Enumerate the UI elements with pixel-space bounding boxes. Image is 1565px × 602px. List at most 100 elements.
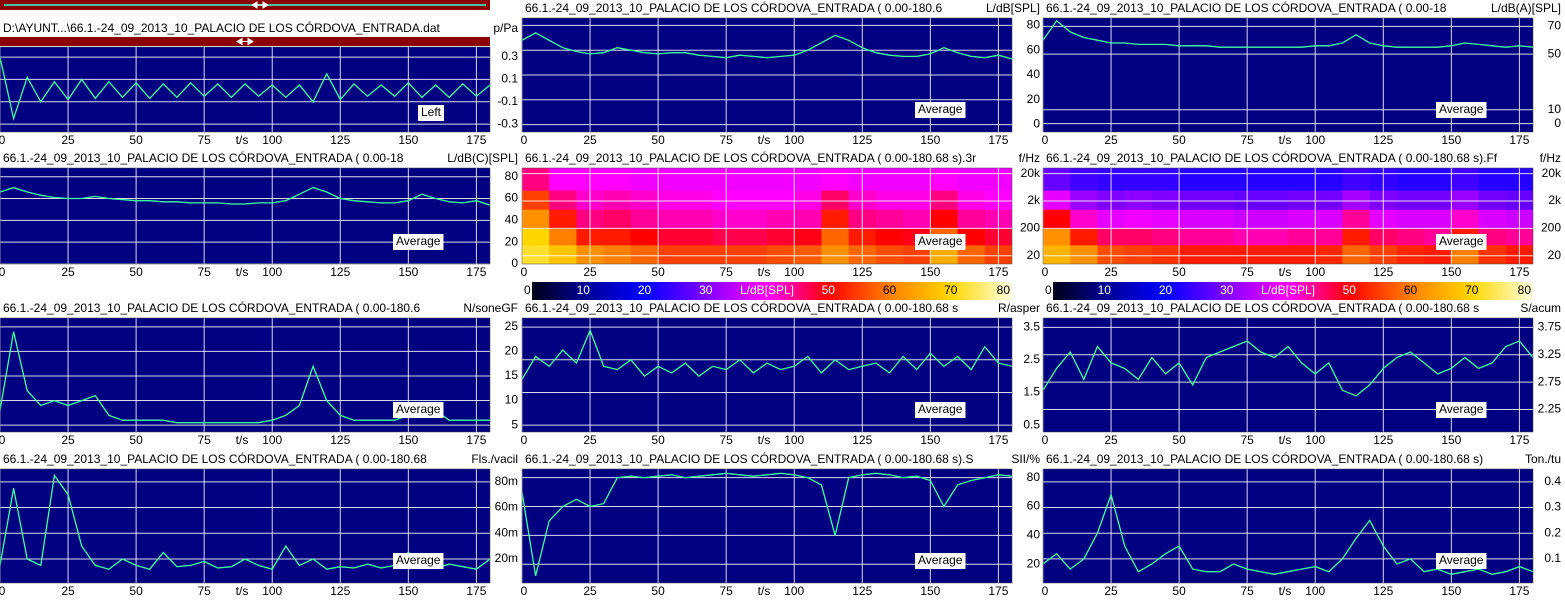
data-line [522,32,1012,60]
y-axis-label: SII/% [1011,452,1040,466]
colorbar-tick-label: 10 [577,283,591,297]
heatmap-cell [1206,168,1235,191]
x-tick-label: 25 [583,433,597,447]
heatmap-cell [1260,244,1289,264]
x-tick-label: 150 [920,265,940,279]
y-tick-label: 15 [505,368,519,382]
y-tick-label: 0.3 [1544,500,1561,514]
x-tick-label: 100 [262,265,282,279]
heatmap-cell [549,244,577,264]
heatmap-cell [739,228,768,246]
heatmap-cell [1396,244,1425,264]
heatmap-cell [1342,228,1371,246]
zoom-handle[interactable] [236,37,254,46]
heatmap-cell [1260,228,1289,246]
heatmap-cell [1478,209,1507,229]
heatmap-cell [658,190,686,210]
heatmap-cell [739,209,768,229]
heatmap-cell [658,209,686,229]
plot-frame [521,167,1013,265]
panel-title: 66.1.-24_09_2013_10_PALACIO DE LOS CÓRDO… [525,300,958,315]
heatmap-cell [630,244,659,264]
heatmap-cell [1179,244,1207,264]
panel-title: 66.1.-24_09_2013_10_PALACIO DE LOS CÓRDO… [525,451,973,466]
heatmap-cell [767,168,795,191]
heatmap-cell [1288,209,1316,229]
heatmap-cell [1342,190,1371,210]
legend-box [1436,102,1487,118]
colorbar-tick-label: 80 [997,283,1011,297]
x-tick-label: 175 [1509,133,1529,147]
heatmap-cell [658,168,686,191]
heatmap-cell [1478,190,1507,210]
x-tick-label: 100 [262,133,282,147]
heatmap-cell [1206,209,1235,229]
heatmap-cell [603,228,632,246]
x-tick-label: 25 [1104,133,1118,147]
heatmap-cell [875,228,904,246]
legend-box [1436,553,1487,569]
heatmap-cell [1124,244,1153,264]
panel-title: 66.1.-24_09_2013_10_PALACIO DE LOS CÓRDO… [3,451,427,466]
x-tick-label: 100 [784,584,804,598]
y-tick-label: 20 [1027,92,1041,106]
x-tick-label: 0 [521,265,528,279]
heatmap-cell [957,168,986,191]
x-tick-label: 75 [197,433,211,447]
x-tick-label: 25 [61,584,75,598]
colorbar-tick-label: 80 [1518,283,1532,297]
legend-label: Average [918,234,963,248]
y-tick-label: 20 [505,344,519,358]
x-tick-label: 75 [197,133,211,147]
heatmap-cell [1206,190,1235,210]
y-tick-label: 0 [1033,117,1040,131]
scroll-handle[interactable] [251,1,269,9]
heatmap-cell [603,168,632,191]
y-tick-label: 0 [1554,116,1561,130]
legend-box [915,234,966,250]
heatmap-cell [1424,168,1452,191]
y-tick-label: 40 [1027,67,1041,81]
x-tick-label: 150 [398,584,418,598]
heatmap-cell [1070,244,1098,264]
x-tick-label: 50 [1172,265,1186,279]
x-tick-label: 75 [719,433,733,447]
panel-title: 66.1.-24_09_2013_10_PALACIO DE LOS CÓRDO… [1046,451,1483,466]
heatmap-cell [1043,244,1071,264]
legend-label: Average [918,553,963,567]
x-tick-label: 125 [330,265,350,279]
legend-label: Average [396,553,441,567]
x-tick-label: 175 [466,265,486,279]
heatmap-cell [794,244,822,264]
heatmap-cell [875,168,904,191]
y-axis-label: Ton./tu [1525,452,1561,466]
x-tick-label: 175 [466,433,486,447]
x-tick-label: 0 [1042,433,1049,447]
heatmap-cell [794,190,822,210]
data-line [0,186,490,206]
heatmap-cell [1424,209,1452,229]
colorbar-zero-box [522,282,532,300]
heatmap-cell [1151,209,1180,229]
heatmap-cell [1070,209,1098,229]
y-tick-label: 60 [1027,499,1041,513]
x-tick-label: 75 [197,584,211,598]
x-tick-label: 150 [1441,265,1461,279]
heatmap-cell [1315,168,1343,191]
x-tick-label: 25 [1104,265,1118,279]
heatmap-cell [767,209,795,229]
x-axis-label: t/s [236,133,249,147]
colorbar-tick-label: 20 [638,283,652,297]
heatmap-cell [1288,190,1316,210]
heatmap-cell [739,244,768,264]
x-tick-label: 175 [466,584,486,598]
heatmap-cell [1478,168,1507,191]
x-tick-label: 100 [784,265,804,279]
y-tick-label: 10 [1548,102,1562,116]
x-tick-label: 0 [0,133,6,147]
heatmap-cell [1179,209,1207,229]
x-tick-label: 150 [920,133,940,147]
heatmap-cell [522,190,550,210]
x-axis-label: t/s [758,133,771,147]
x-tick-label: 125 [852,433,872,447]
